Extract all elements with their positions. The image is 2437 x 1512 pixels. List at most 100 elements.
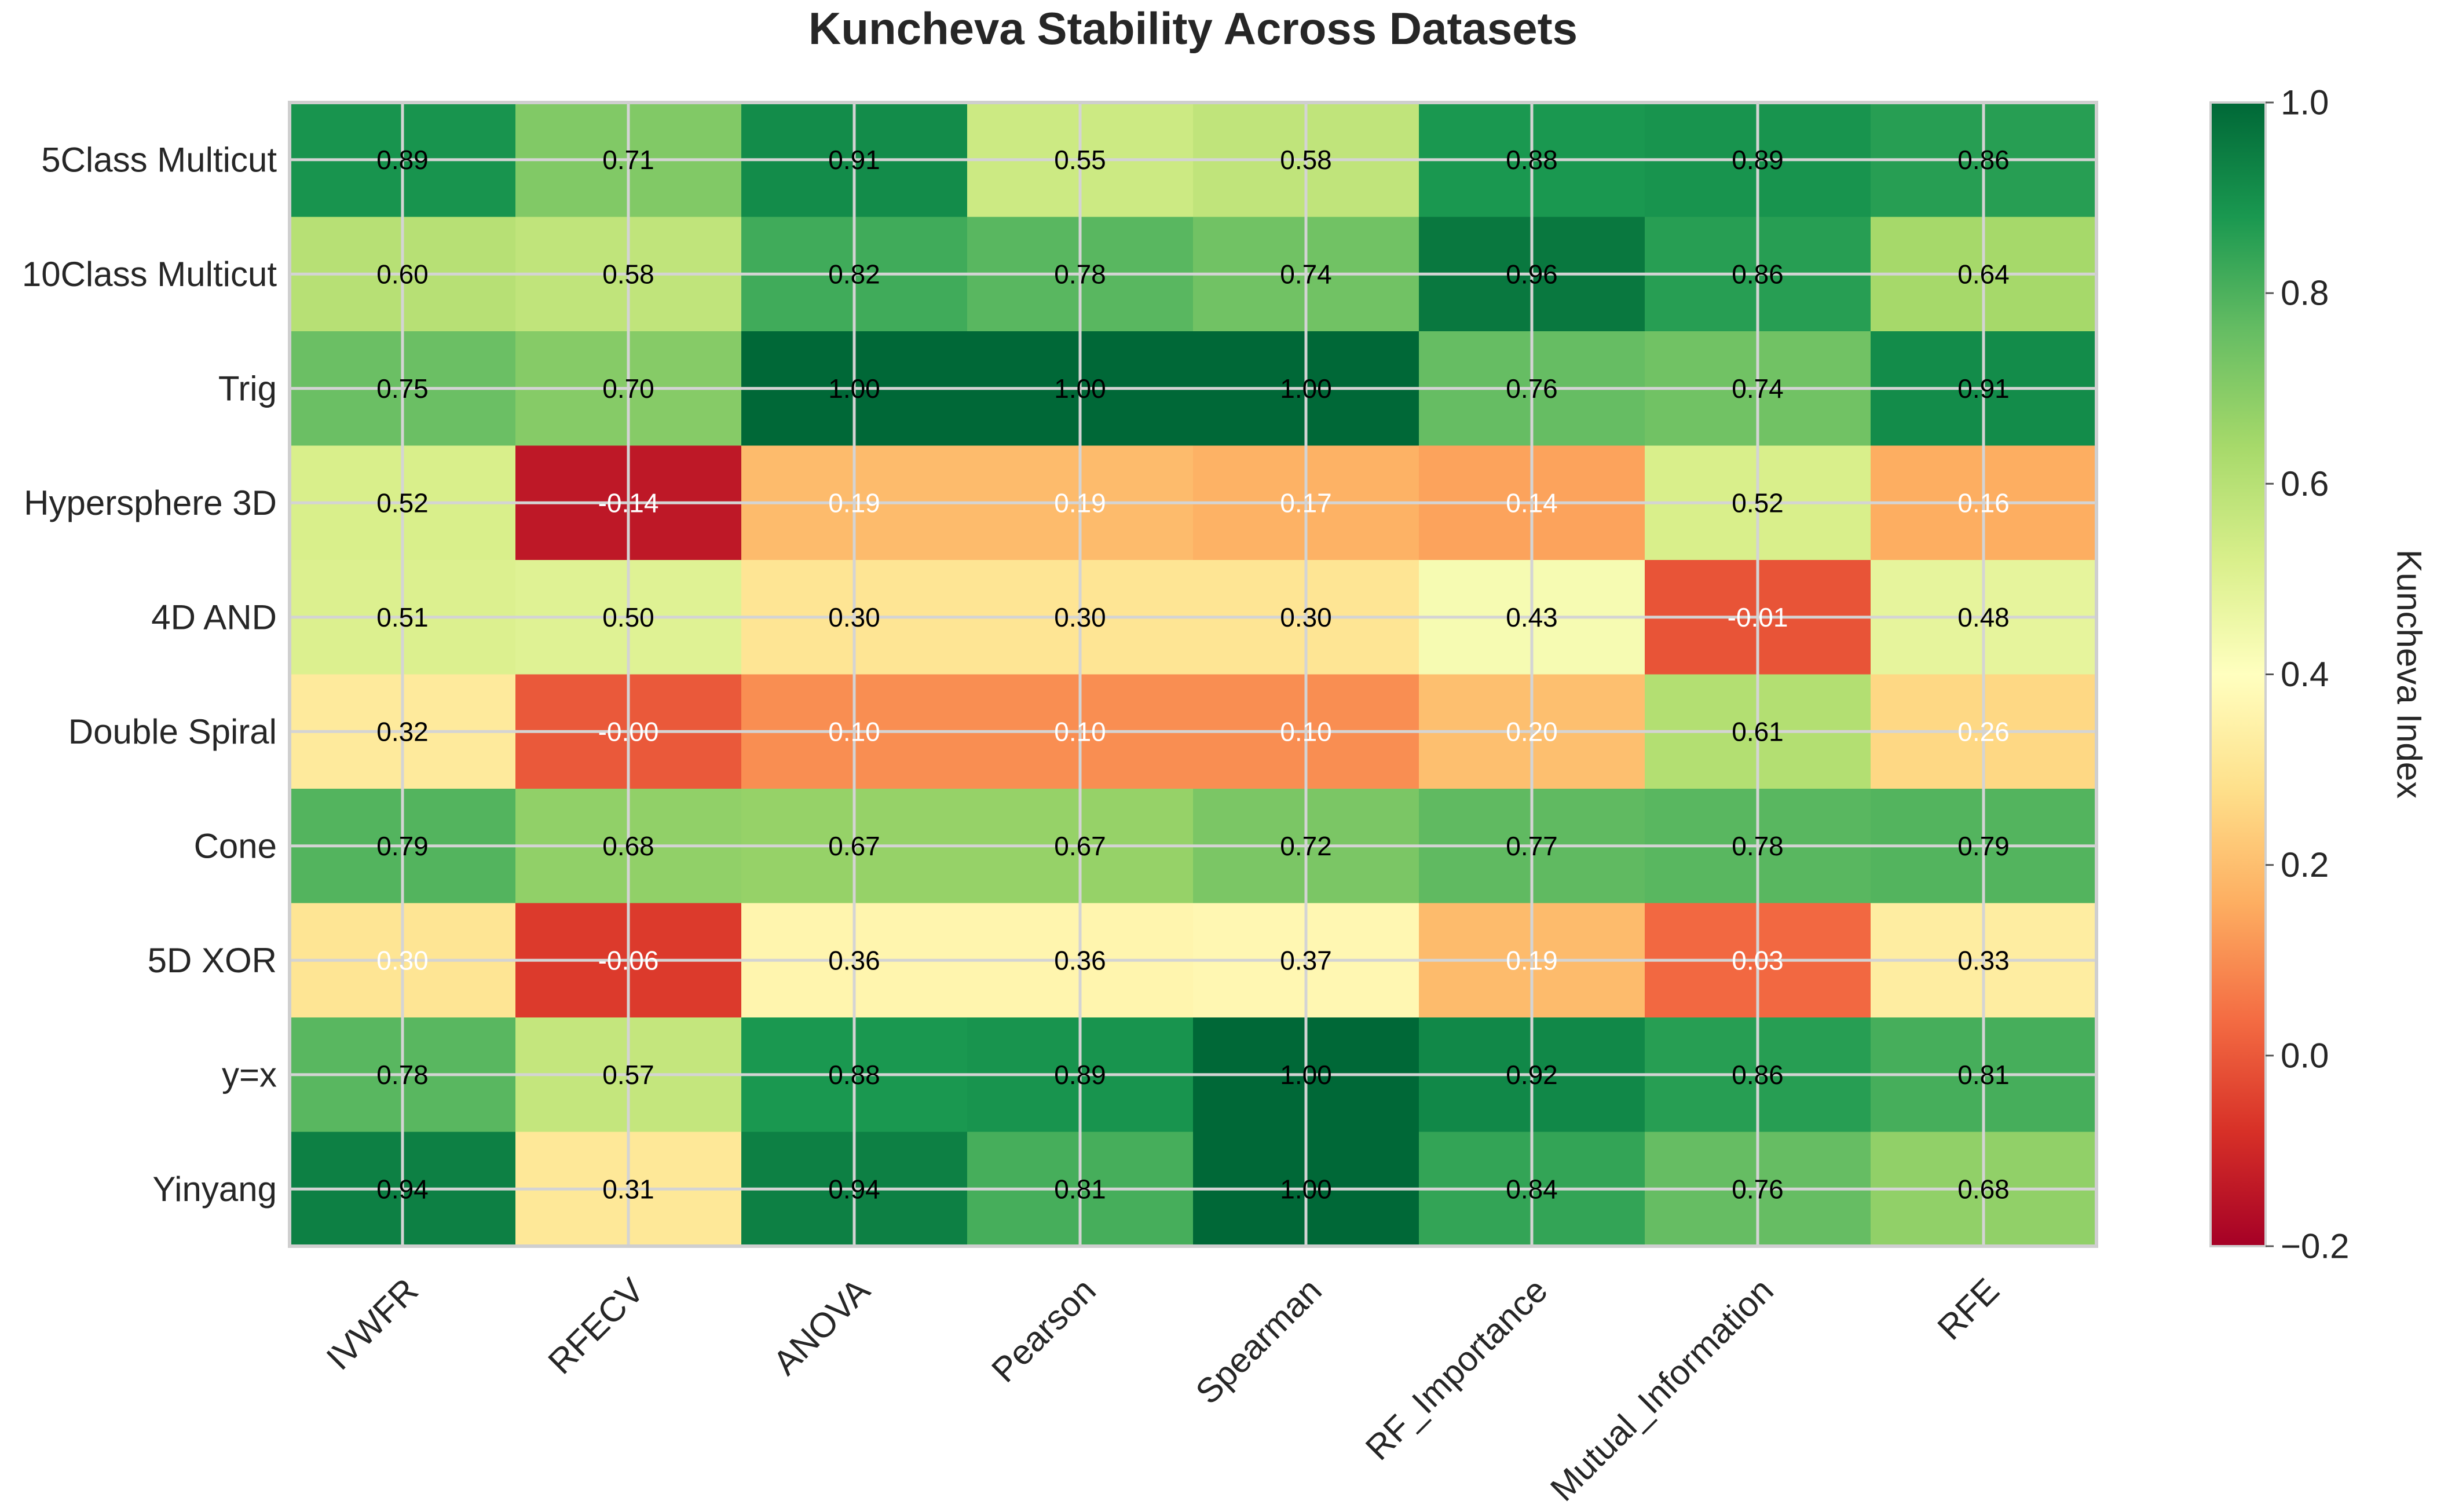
- cell-value-label: 0.50: [602, 602, 654, 632]
- colorbar-tick-label: 0.8: [2281, 274, 2329, 313]
- cell-value-label: -0.06: [598, 945, 659, 975]
- cell-value-label: -0.00: [598, 716, 659, 746]
- cell-value-label: 0.17: [1280, 488, 1332, 518]
- cell-value-label: 0.58: [1280, 145, 1332, 175]
- cell-value-label: 1.00: [828, 374, 880, 404]
- cell-value-label: 1.00: [1054, 374, 1106, 404]
- cell-value-label: 0.79: [376, 831, 429, 861]
- cell-value-label: 0.19: [1506, 945, 1558, 975]
- cell-value-label: 0.89: [1732, 145, 1784, 175]
- cell-value-label: 0.92: [1506, 1060, 1558, 1090]
- cell-value-label: 0.16: [1957, 488, 2010, 518]
- cell-value-label: 0.37: [1280, 945, 1332, 975]
- x-tick-label: IVWFR: [319, 1271, 426, 1377]
- cell-value-label: -0.01: [1728, 602, 1788, 632]
- colorbar-tick-label: 0.2: [2281, 845, 2329, 884]
- cell-value-label: 0.78: [376, 1060, 429, 1090]
- cell-value-label: 0.10: [1054, 716, 1106, 746]
- colorbar-tick-label: 1.0: [2281, 83, 2329, 122]
- x-tick-label: Pearson: [984, 1271, 1103, 1389]
- colorbar-tick-label: −0.2: [2281, 1227, 2349, 1266]
- x-tick-labels: IVWFR RFECV ANOVA Pearson Spearman RF_Importa…: [319, 1271, 2007, 1509]
- x-tick-label: Spearman: [1188, 1271, 1329, 1411]
- y-tick-label: 10Class Multicut: [22, 255, 277, 294]
- plot-frame: [288, 101, 2098, 1248]
- cell-value-label: 0.68: [1957, 1174, 2010, 1204]
- x-tick-label: ANOVA: [766, 1271, 877, 1382]
- cell-value-label: 1.00: [1280, 374, 1332, 404]
- cell-value-label: 0.79: [1957, 831, 2010, 861]
- y-tick-label: y=x: [222, 1055, 277, 1094]
- cell-value-label: 0.19: [828, 488, 880, 518]
- cell-value-label: 0.67: [1054, 831, 1106, 861]
- cell-value-labels: 0.89 0.71 0.91 0.55 0.58 0.88 0.89 0.86 0.60 0.58…: [376, 145, 2010, 1205]
- cell-value-label: 0.91: [828, 145, 880, 175]
- cell-value-label: 0.31: [602, 1174, 654, 1204]
- y-tick-label: 5D XOR: [148, 941, 277, 980]
- x-tick-label: RF_Importance: [1358, 1271, 1555, 1467]
- cell-value-label: 0.96: [1506, 259, 1558, 289]
- colorbar-ticks: 1.0 0.8 0.6 0.4 0.2 0.0 −0.2: [2266, 83, 2349, 1266]
- cell-value-label: 0.52: [1732, 488, 1784, 518]
- cell-value-label: 0.61: [1732, 716, 1784, 746]
- cell-value-label: 0.19: [1054, 488, 1106, 518]
- cell-value-label: 0.03: [1732, 945, 1784, 975]
- cell-value-label: -0.14: [598, 488, 659, 518]
- cell-value-label: 0.86: [1957, 145, 2010, 175]
- cell-value-label: 0.48: [1957, 602, 2010, 632]
- cell-value-label: 0.30: [376, 945, 429, 975]
- cell-value-label: 0.78: [1054, 259, 1106, 289]
- y-tick-label: Trig: [218, 369, 277, 408]
- cell-value-label: 0.86: [1732, 259, 1784, 289]
- y-tick-labels: 5Class Multicut 10Class Multicut Trig Hyper…: [22, 140, 277, 1209]
- cell-value-label: 0.14: [1506, 488, 1558, 518]
- cell-value-label: 1.00: [1280, 1174, 1332, 1204]
- cell-value-label: 0.26: [1957, 716, 2010, 746]
- y-tick-label: Yinyang: [152, 1170, 277, 1209]
- cell-value-label: 0.67: [828, 831, 880, 861]
- y-tick-label: Double Spiral: [68, 712, 277, 751]
- cell-value-label: 0.72: [1280, 831, 1332, 861]
- cell-value-label: 0.94: [828, 1174, 880, 1204]
- cell-value-label: 0.60: [376, 259, 429, 289]
- colorbar-label: Kuncheva Index: [2390, 550, 2429, 799]
- cell-value-label: 0.32: [376, 716, 429, 746]
- cell-value-label: 0.30: [828, 602, 880, 632]
- cell-value-label: 0.55: [1054, 145, 1106, 175]
- cell-value-label: 0.30: [1280, 602, 1332, 632]
- cell-value-label: 0.51: [376, 602, 429, 632]
- cell-value-label: 0.89: [1054, 1060, 1106, 1090]
- cell-value-label: 0.58: [602, 259, 654, 289]
- cell-value-label: 0.36: [1054, 945, 1106, 975]
- cell-value-label: 0.81: [1054, 1174, 1106, 1204]
- cell-value-label: 0.33: [1957, 945, 2010, 975]
- cell-value-label: 0.88: [828, 1060, 880, 1090]
- colorbar-tick-label: 0.0: [2281, 1036, 2329, 1075]
- cell-value-label: 1.00: [1280, 1060, 1332, 1090]
- cell-value-label: 0.43: [1506, 602, 1558, 632]
- cell-value-label: 0.68: [602, 831, 654, 861]
- cell-value-label: 0.10: [828, 716, 880, 746]
- cell-value-label: 0.91: [1957, 374, 2010, 404]
- cell-value-label: 0.78: [1732, 831, 1784, 861]
- x-tick-label: RFE: [1930, 1271, 2007, 1347]
- cell-value-label: 0.74: [1732, 374, 1784, 404]
- y-tick-label: 5Class Multicut: [41, 140, 277, 179]
- y-tick-label: Cone: [194, 826, 277, 865]
- chart-title: Kuncheva Stability Across Datasets: [808, 3, 1578, 54]
- y-tick-label: Hypersphere 3D: [24, 484, 277, 522]
- cell-value-label: 0.64: [1957, 259, 2010, 289]
- cell-value-label: 0.94: [376, 1174, 429, 1204]
- cell-value-label: 0.77: [1506, 831, 1558, 861]
- cell-value-label: 0.86: [1732, 1060, 1784, 1090]
- x-tick-label: Mutual_Information: [1543, 1271, 1781, 1509]
- cell-value-label: 0.20: [1506, 716, 1558, 746]
- cell-value-label: 0.52: [376, 488, 429, 518]
- cell-value-label: 0.76: [1732, 1174, 1784, 1204]
- cell-value-label: 0.10: [1280, 716, 1332, 746]
- cell-value-label: 0.81: [1957, 1060, 2010, 1090]
- cell-value-label: 0.88: [1506, 145, 1558, 175]
- gridlines: [290, 102, 2096, 1246]
- cell-value-label: 0.57: [602, 1060, 654, 1090]
